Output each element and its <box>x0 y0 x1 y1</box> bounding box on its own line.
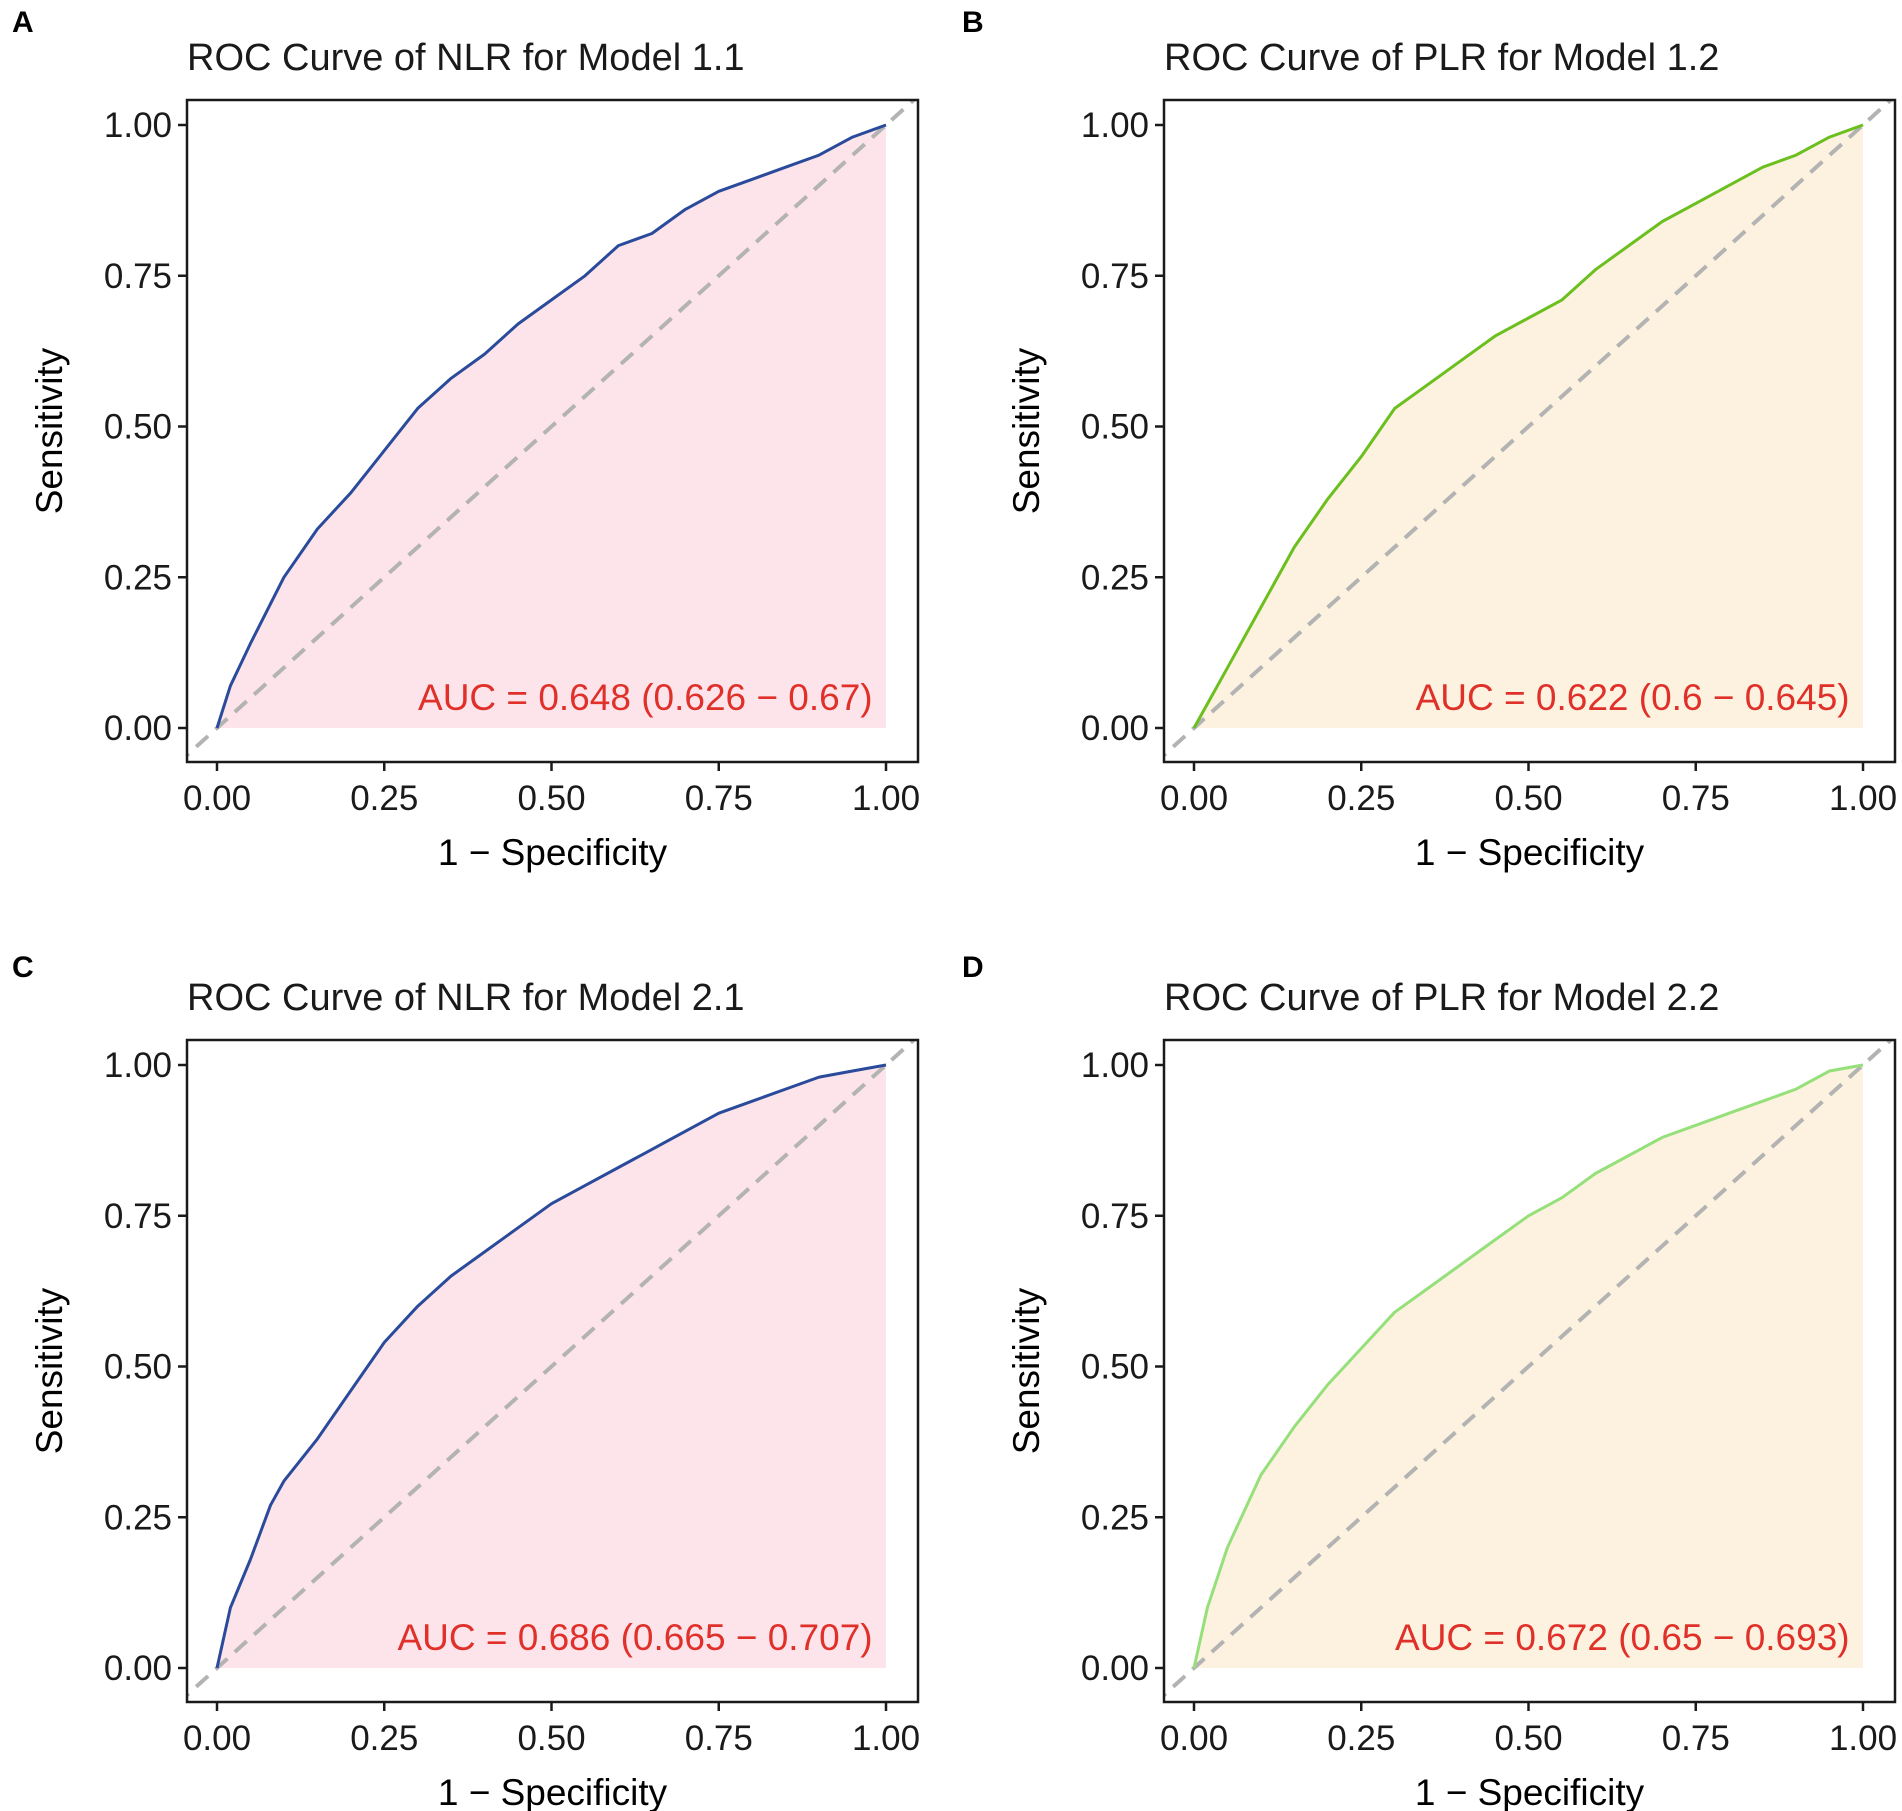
panel-letter: D <box>962 951 984 984</box>
x-tick-label: 0.50 <box>517 779 585 818</box>
x-tick-label: 1.00 <box>1829 1719 1897 1758</box>
y-tick-label: 0.75 <box>1081 1197 1149 1236</box>
y-tick-label: 0.50 <box>1081 408 1149 447</box>
x-tick-label: 0.75 <box>685 779 753 818</box>
x-tick-label: 0.25 <box>350 779 418 818</box>
y-tick-label: 0.75 <box>104 1197 172 1236</box>
x-tick-label: 0.25 <box>1327 1719 1395 1758</box>
y-tick-label: 0.75 <box>1081 257 1149 296</box>
x-tick-label: 0.75 <box>1662 1719 1730 1758</box>
reference-diagonal-line <box>187 100 917 758</box>
y-tick-label: 0.00 <box>1081 1649 1149 1688</box>
roc-curve-line <box>1192 123 1864 729</box>
y-tick-label: 0.50 <box>104 408 172 447</box>
chart-title: ROC Curve of PLR for Model 2.2 <box>1164 977 1719 1019</box>
y-tick-label: 0.75 <box>104 257 172 296</box>
y-axis-label: Sensitivity <box>29 1287 70 1454</box>
y-tick-label: 0.50 <box>104 1348 172 1387</box>
roc-panel-a: A ROC Curve of NLR for Model 1.1 AUC = 0.6… <box>12 6 920 873</box>
x-tick-label: 0.00 <box>183 1719 251 1758</box>
y-tick-label: 0.25 <box>104 1498 172 1537</box>
roc-curve-line <box>215 123 887 729</box>
roc-panel-b: B ROC Curve of PLR for Model 1.2 AUC = 0.6… <box>962 6 1897 873</box>
y-tick-label: 0.00 <box>104 709 172 748</box>
x-tick-label: 0.00 <box>1160 779 1228 818</box>
x-tick-label: 1.00 <box>852 1719 920 1758</box>
auc-annotation: AUC = 0.686 (0.665 − 0.707) <box>397 1617 872 1658</box>
auc-annotation: AUC = 0.622 (0.6 − 0.645) <box>1416 677 1850 718</box>
chart-title: ROC Curve of PLR for Model 1.2 <box>1164 37 1719 79</box>
panel-letter: B <box>962 6 984 39</box>
y-tick-label: 0.25 <box>1081 1498 1149 1537</box>
x-tick-label: 0.50 <box>1494 779 1562 818</box>
y-axis-label: Sensitivity <box>29 347 70 514</box>
reference-diagonal-line <box>1164 1040 1894 1698</box>
auc-annotation: AUC = 0.672 (0.65 − 0.693) <box>1395 1617 1850 1658</box>
chart-title: ROC Curve of NLR for Model 1.1 <box>187 37 745 79</box>
y-tick-label: 0.50 <box>1081 1348 1149 1387</box>
x-tick-label: 0.75 <box>1662 779 1730 818</box>
y-tick-label: 0.00 <box>104 1649 172 1688</box>
x-axis-label: 1 − Specificity <box>1415 832 1645 873</box>
panel-letter: C <box>12 951 34 984</box>
x-tick-label: 0.50 <box>517 1719 585 1758</box>
y-tick-label: 1.00 <box>1081 1046 1149 1085</box>
y-tick-label: 1.00 <box>104 1046 172 1085</box>
panel-letter: A <box>12 6 34 39</box>
y-axis-label: Sensitivity <box>1006 347 1047 514</box>
x-tick-label: 1.00 <box>1829 779 1897 818</box>
roc-panel-d: D ROC Curve of PLR for Model 2.2 AUC = 0.6… <box>962 951 1897 1811</box>
y-tick-label: 0.25 <box>104 558 172 597</box>
roc-curve-line <box>1192 1063 1864 1669</box>
y-tick-label: 0.25 <box>1081 558 1149 597</box>
x-axis-label: 1 − Specificity <box>1415 1772 1645 1811</box>
x-tick-label: 0.75 <box>685 1719 753 1758</box>
reference-diagonal-line <box>187 1040 917 1698</box>
chart-title: ROC Curve of NLR for Model 2.1 <box>187 977 745 1019</box>
x-tick-label: 0.25 <box>350 1719 418 1758</box>
x-tick-label: 1.00 <box>852 779 920 818</box>
x-tick-label: 0.25 <box>1327 779 1395 818</box>
reference-diagonal-line <box>1164 100 1894 758</box>
x-tick-label: 0.00 <box>1160 1719 1228 1758</box>
roc-panel-c: C ROC Curve of NLR for Model 2.1 AUC = 0.6… <box>12 951 920 1811</box>
y-axis-label: Sensitivity <box>1006 1287 1047 1454</box>
auc-annotation: AUC = 0.648 (0.626 − 0.67) <box>418 677 873 718</box>
x-tick-label: 0.50 <box>1494 1719 1562 1758</box>
x-axis-label: 1 − Specificity <box>438 1772 668 1811</box>
y-tick-label: 1.00 <box>1081 106 1149 145</box>
x-axis-label: 1 − Specificity <box>438 832 668 873</box>
y-tick-label: 0.00 <box>1081 709 1149 748</box>
y-tick-label: 1.00 <box>104 106 172 145</box>
x-tick-label: 0.00 <box>183 779 251 818</box>
